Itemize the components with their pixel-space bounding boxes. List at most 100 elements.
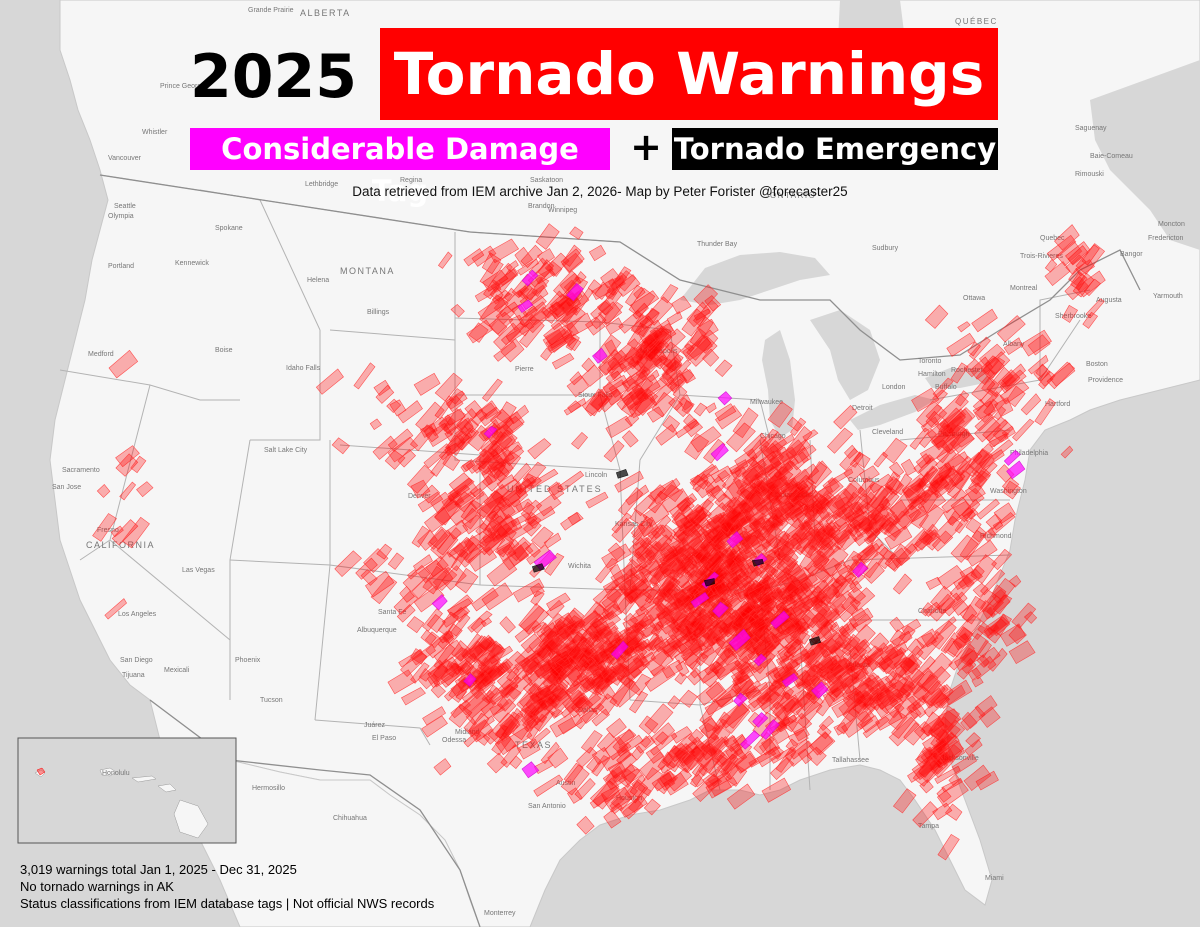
- warning-polygon: [586, 755, 603, 773]
- warning-polygon: [859, 657, 873, 672]
- warning-polygon: [752, 480, 770, 497]
- warning-polygon: [529, 582, 545, 598]
- warning-polygon: [627, 655, 650, 679]
- warning-polygon: [108, 349, 139, 379]
- warning-polygon: [854, 682, 870, 697]
- warning-polygon: [110, 525, 124, 538]
- warning-polygon: [607, 357, 622, 371]
- warning-polygon: [802, 672, 825, 692]
- city-label: Albany: [1003, 341, 1025, 348]
- warning-polygon: [658, 536, 692, 564]
- warning-polygon: [964, 482, 986, 503]
- city-label: Toronto: [918, 358, 941, 365]
- warning-polygon: [596, 732, 617, 753]
- warning-polygon: [614, 470, 644, 493]
- city-label: Richmond: [980, 533, 1012, 540]
- warning-polygon: [656, 341, 682, 368]
- warning-polygon: [843, 444, 858, 460]
- warning-polygon: [605, 769, 621, 786]
- warning-polygon: [916, 628, 939, 649]
- warning-polygon: [967, 341, 981, 357]
- warning-polygon: [784, 488, 814, 515]
- warning-polygon: [511, 707, 524, 722]
- warning-polygon: [931, 530, 954, 552]
- warning-polygon: [545, 328, 574, 353]
- warning-polygon: [488, 238, 520, 264]
- warning-polygon: [628, 787, 652, 813]
- warning-polygon: [976, 498, 1000, 520]
- warning-polygon: [884, 644, 897, 658]
- warning-polygon: [631, 640, 649, 655]
- warning-polygon: [714, 405, 743, 430]
- warning-polygon: [493, 658, 514, 677]
- warning-polygon: [692, 299, 719, 327]
- warning-polygon: [387, 436, 419, 463]
- warning-polygon: [502, 545, 529, 571]
- warning-polygon: [533, 774, 564, 797]
- warning-polygon: [741, 459, 765, 484]
- warning-polygon: [841, 710, 874, 738]
- warning-polygon: [744, 685, 762, 701]
- warning-polygon: [603, 809, 622, 829]
- warning-polygon: [729, 655, 755, 682]
- warning-polygon: [519, 605, 550, 635]
- warning-polygon: [853, 689, 874, 711]
- warning-polygon: [839, 603, 859, 623]
- warning-polygon: [820, 545, 849, 577]
- warning-polygon: [962, 487, 985, 509]
- warning-polygon: [922, 727, 952, 754]
- warning-polygon: [633, 494, 657, 517]
- warning-polygon: [974, 695, 998, 718]
- warning-polygon: [838, 617, 859, 638]
- warning-polygon: [936, 408, 967, 434]
- warning-polygon: [728, 628, 751, 652]
- warning-polygon: [771, 532, 791, 555]
- warning-polygon: [839, 447, 862, 472]
- warning-polygon: [439, 416, 457, 435]
- warning-polygon: [642, 502, 670, 528]
- warning-polygon: [676, 496, 695, 515]
- warning-polygon: [430, 529, 459, 560]
- warning-polygon: [674, 549, 697, 576]
- warning-polygon: [705, 681, 727, 703]
- warning-polygon: [508, 314, 526, 331]
- warning-polygon: [693, 284, 719, 310]
- warning-polygon: [751, 558, 764, 567]
- warning-polygon: [938, 393, 969, 424]
- warning-polygon: [465, 640, 488, 664]
- warning-polygon: [406, 464, 436, 494]
- warning-polygon: [537, 658, 553, 672]
- warning-polygon: [1075, 270, 1106, 298]
- warning-polygon: [770, 746, 785, 760]
- warning-polygon: [626, 322, 649, 350]
- warning-polygon: [360, 569, 378, 586]
- city-label: Winnipeg: [548, 207, 577, 214]
- warning-polygon: [618, 673, 636, 690]
- warning-polygon: [450, 699, 472, 719]
- warning-polygon: [630, 626, 646, 643]
- warning-polygon: [897, 657, 919, 681]
- warning-polygon: [693, 402, 708, 417]
- warning-polygon: [692, 773, 723, 803]
- warning-polygon: [667, 695, 681, 710]
- warning-polygon: [467, 715, 495, 738]
- warning-polygon: [934, 515, 964, 545]
- warning-polygon: [515, 476, 537, 494]
- warning-polygon: [334, 550, 362, 578]
- warning-polygon: [471, 587, 499, 612]
- warning-polygon: [963, 764, 992, 792]
- warning-polygon: [386, 398, 402, 414]
- warning-polygon: [781, 685, 794, 701]
- warning-polygon: [655, 424, 678, 446]
- warning-polygon: [999, 623, 1026, 647]
- warning-polygon: [953, 632, 972, 649]
- warning-polygon: [1082, 311, 1099, 329]
- warning-polygon: [946, 469, 971, 500]
- warning-polygon: [396, 604, 416, 623]
- warning-polygon: [598, 586, 622, 613]
- warning-polygon: [649, 606, 675, 632]
- warning-polygon: [601, 543, 632, 569]
- warning-polygon: [827, 685, 845, 703]
- warning-polygon: [659, 770, 677, 788]
- warning-polygon: [785, 605, 805, 624]
